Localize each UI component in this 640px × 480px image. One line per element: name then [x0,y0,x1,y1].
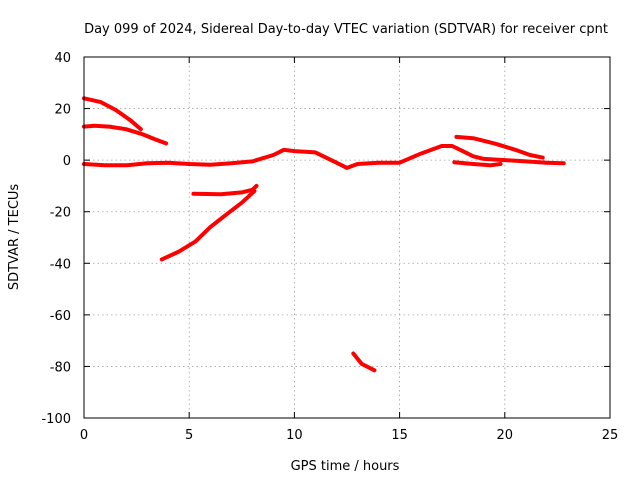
series-arc-7 [159,189,257,262]
y-tick-label: -20 [50,206,71,221]
data-series [82,96,566,373]
y-axis-label: SDTVAR / TECUs [7,184,22,291]
y-tick-label: 40 [54,51,71,66]
series-arc-5 [452,160,503,168]
chart-title: Day 099 of 2024, Sidereal Day-to-day VTE… [84,22,608,37]
x-tick-label: 15 [391,428,408,443]
series-arc-3 [82,144,566,170]
y-tick-label: 20 [54,103,71,118]
y-tick-label: 0 [63,154,71,169]
x-tick-label: 25 [602,428,619,443]
series-arc-1 [82,96,143,132]
y-tick-label: -60 [50,309,71,324]
x-tick-label: 20 [497,428,514,443]
x-axis-label: GPS time / hours [291,459,400,474]
y-tick-label: -80 [50,360,71,375]
series-arc-2 [82,123,169,146]
plot-frame [83,56,611,419]
series-arc-6 [191,183,259,197]
grid [84,57,610,418]
series-arc-8 [351,351,377,373]
x-tick-label: 0 [80,428,88,443]
x-tick-label: 10 [286,428,303,443]
axis-ticks: 0 5 10 15 20 25 40 20 0 -20 -40 -60 -80 -100 [41,51,618,443]
y-tick-label: -100 [41,412,71,427]
series-arc-4 [454,134,545,160]
x-tick-label: 5 [185,428,193,443]
y-tick-label: -40 [50,257,71,272]
